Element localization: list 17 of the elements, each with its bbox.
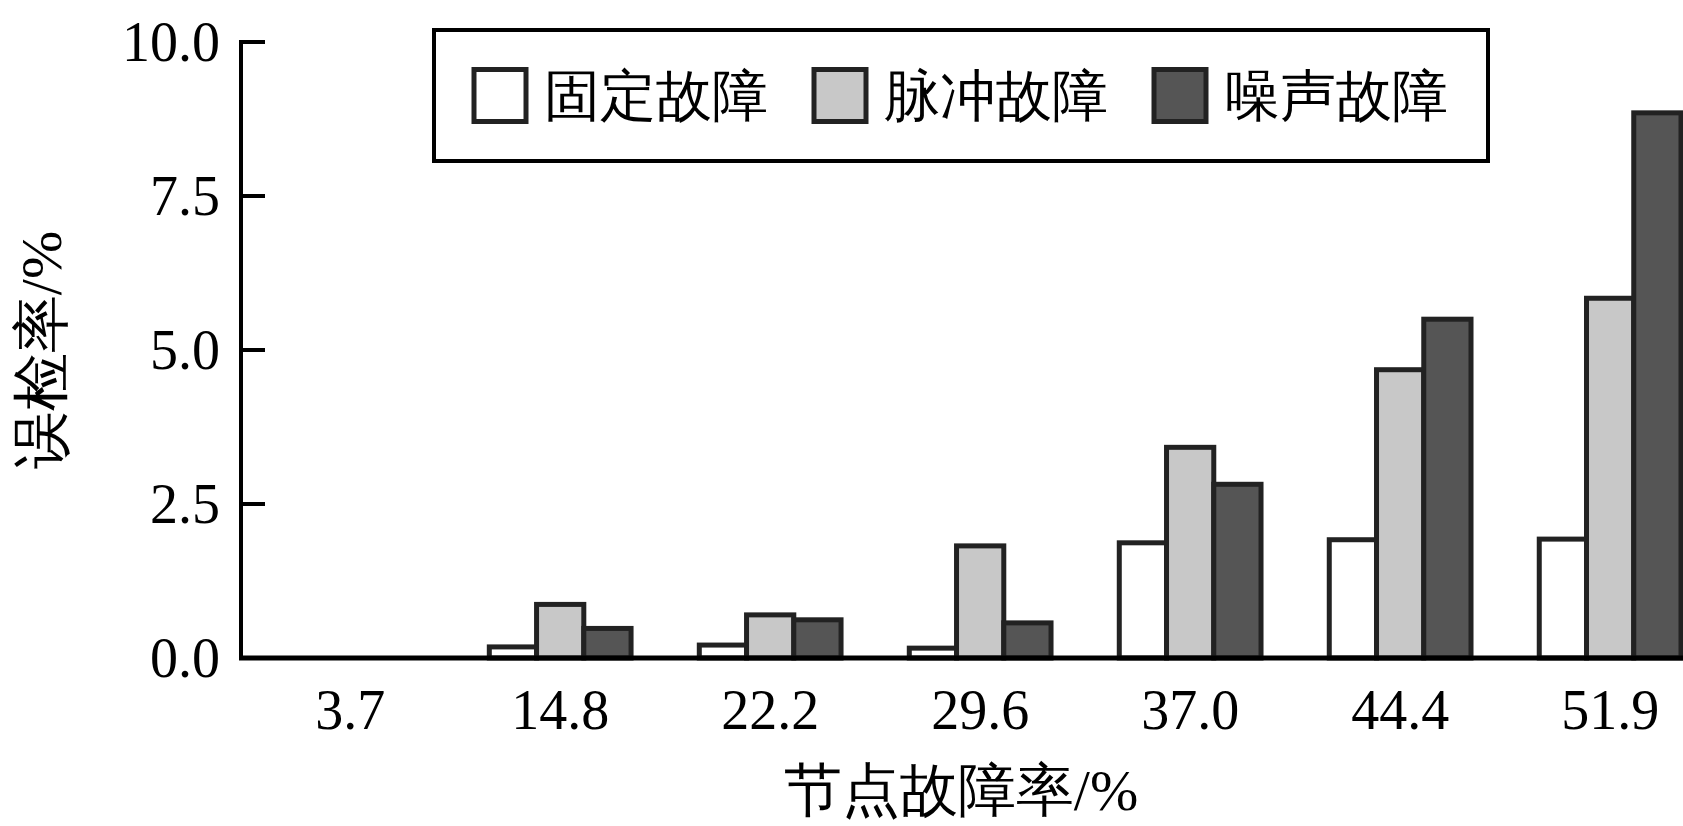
legend-label: 固定故障 — [544, 64, 768, 127]
x-tick-label: 51.9 — [1561, 679, 1660, 741]
x-axis-title: 节点故障率/% — [783, 758, 1139, 823]
y-axis-title: 误检率/% — [8, 230, 74, 470]
x-tick-label: 44.4 — [1351, 679, 1450, 741]
y-tick-label: 0.0 — [150, 627, 220, 689]
x-tick-label: 29.6 — [931, 679, 1030, 741]
x-tick-label: 3.7 — [315, 679, 386, 741]
x-tick-label: 37.0 — [1141, 679, 1240, 741]
y-tick-label: 2.5 — [150, 473, 220, 535]
x-tick-label: 22.2 — [721, 679, 820, 741]
y-tick-label: 7.5 — [150, 165, 220, 227]
y-tick-label: 5.0 — [150, 319, 220, 381]
legend-label: 噪声故障 — [1224, 64, 1448, 127]
x-tick-label: 14.8 — [511, 679, 610, 741]
legend-label: 脉冲故障 — [884, 64, 1108, 127]
y-tick-label: 10.0 — [122, 11, 220, 73]
